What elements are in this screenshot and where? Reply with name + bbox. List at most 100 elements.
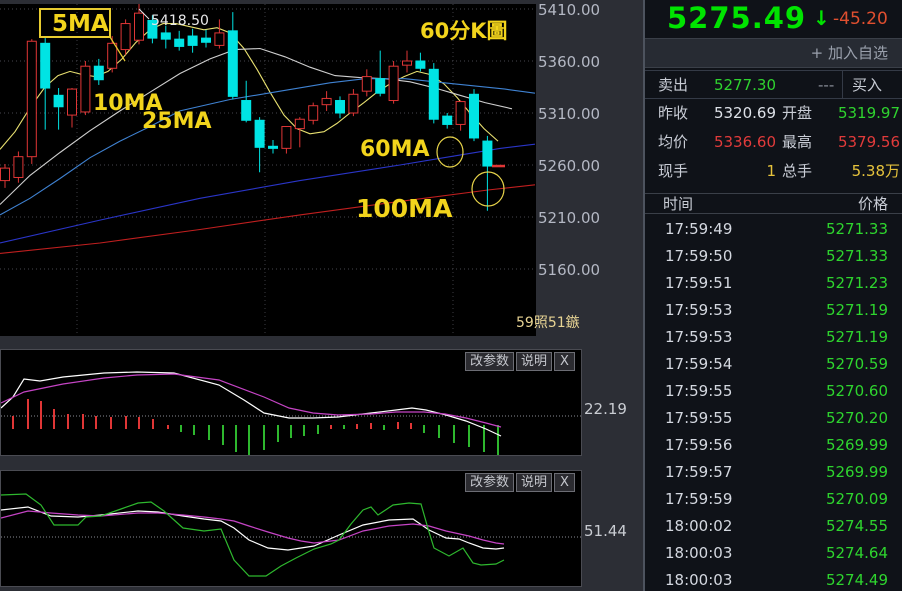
- indicator-line-DEA: [1, 373, 502, 428]
- panel2-help-button[interactable]: 说明: [516, 473, 552, 492]
- row-divider: [842, 71, 843, 99]
- indicator-line-DIF: [1, 371, 502, 437]
- buy-label: 买入: [852, 76, 883, 94]
- total-volume-value: 5.38万: [851, 162, 900, 180]
- trade-time: 17:59:55: [665, 382, 733, 400]
- candle-down: [160, 32, 171, 40]
- time-column-header: 时间: [663, 195, 694, 213]
- candle-up: [80, 65, 91, 113]
- high-label: 最高: [782, 133, 813, 151]
- open-value: 5319.97: [837, 104, 900, 122]
- avg-high-row: 均价 5336.60 最高 5379.56: [645, 128, 902, 157]
- candle-up: [321, 97, 332, 106]
- current-volume-label: 现手: [658, 162, 689, 180]
- last-price: 5275.49: [667, 1, 807, 35]
- add-to-watchlist-button[interactable]: + 加入自选: [645, 38, 902, 68]
- down-arrow-icon: ↓: [813, 6, 830, 30]
- candle-down: [174, 38, 185, 47]
- high-value: 5379.56: [837, 133, 900, 151]
- panel1-last-value: 22.19: [584, 400, 627, 418]
- candle-down: [40, 42, 51, 89]
- trade-price: 5269.99: [825, 436, 888, 454]
- panel1-help-button[interactable]: 说明: [516, 352, 552, 371]
- candle-up: [281, 126, 292, 149]
- candle-down: [187, 35, 198, 46]
- tape-row: 18:00:03 5274.64: [645, 540, 902, 567]
- candle-down: [428, 68, 439, 120]
- trade-price: 5270.59: [825, 355, 888, 373]
- candle-up: [107, 42, 118, 69]
- candle-up: [214, 32, 225, 46]
- trade-price: 5270.20: [825, 409, 888, 427]
- candle-up: [67, 88, 77, 116]
- ma-tag-label: 100MA: [356, 194, 453, 223]
- candle-down: [93, 65, 104, 81]
- ma5-tag-box: [39, 8, 111, 38]
- chart-title: 60分K圖: [420, 19, 508, 43]
- candle-up: [402, 60, 412, 66]
- candle-up: [294, 118, 305, 130]
- trade-price: 5274.55: [825, 517, 888, 535]
- indicator-line-D: [1, 510, 505, 545]
- panel2-change-params-button[interactable]: 改参数: [465, 473, 514, 492]
- trade-time: 18:00:03: [665, 544, 733, 562]
- candle-down: [53, 94, 64, 108]
- candle-up: [455, 101, 466, 125]
- y-axis-tick: 5210.00: [538, 209, 601, 227]
- candle-up: [361, 76, 372, 92]
- candle-up: [13, 156, 24, 178]
- panel-splitter[interactable]: [643, 0, 645, 591]
- candle-up: [388, 65, 399, 102]
- sell-label: 卖出: [658, 76, 689, 94]
- peak-price-label: 5418.50: [151, 13, 209, 29]
- indicator-line-J: [1, 493, 505, 577]
- ma-cross-circle: [471, 171, 505, 207]
- y-axis-tick: 5260.00: [538, 157, 601, 175]
- trade-time: 17:59:51: [665, 274, 733, 292]
- candle-down: [415, 60, 426, 69]
- panel1-close-button[interactable]: X: [554, 352, 575, 371]
- trade-price: 5274.64: [825, 544, 888, 562]
- candle-down: [335, 100, 345, 114]
- tape-row: 17:59:55 5270.60: [645, 378, 902, 405]
- candle-down: [482, 140, 493, 167]
- trade-price: 5270.09: [825, 490, 888, 508]
- tape-row: 17:59:53 5271.19: [645, 297, 902, 324]
- trade-price: 5271.33: [825, 220, 888, 238]
- tape-row: 18:00:02 5274.55: [645, 513, 902, 540]
- bid-ask-row: 卖出 5277.30 --- 买入: [645, 70, 902, 99]
- candle-down: [268, 145, 278, 149]
- volume-row: 现手 1 总手 5.38万: [645, 157, 902, 186]
- prev-close-open-row: 昨收 5320.69 开盘 5319.97: [645, 99, 902, 128]
- tape-row: 17:59:59 5270.09: [645, 486, 902, 513]
- tape-header: 时间 价格: [645, 193, 902, 214]
- trade-time: 17:59:55: [665, 409, 733, 427]
- panel1-change-params-button[interactable]: 改参数: [465, 352, 514, 371]
- indicator2-canvas: [1, 493, 581, 577]
- trade-price: 5271.19: [825, 328, 888, 346]
- candle-up: [134, 12, 144, 41]
- indicator1-canvas: [1, 371, 581, 455]
- price-change: -45.20: [833, 9, 888, 29]
- bid-placeholder: ---: [818, 76, 835, 94]
- avg-price-value: 5336.60: [713, 133, 776, 151]
- tape-row: 17:59:55 5270.20: [645, 405, 902, 432]
- main-candlestick-chart[interactable]: 5418.50 60分K圖 5MA 10MA 25MA 60MA 100MA: [0, 4, 536, 336]
- trade-time: 18:00:02: [665, 517, 733, 535]
- trade-time: 17:59:54: [665, 355, 733, 373]
- tape-row: 18:00:03 5274.49: [645, 567, 902, 591]
- panel2-close-button[interactable]: X: [554, 473, 575, 492]
- trade-time: 17:59:59: [665, 490, 733, 508]
- y-axis-tick: 5360.00: [538, 53, 601, 71]
- sell-price: 5277.30: [713, 76, 776, 94]
- time-sales-table[interactable]: 17:59:49 5271.33 17:59:50 5271.33 17:59:51 52…: [645, 216, 902, 591]
- prev-close-value: 5320.69: [713, 104, 776, 122]
- candle-down: [241, 100, 252, 121]
- ma-cross-circle: [436, 136, 464, 168]
- candle-down: [227, 30, 238, 97]
- chart-watermark: 59照51鏃: [516, 315, 580, 331]
- candle-down: [147, 19, 158, 39]
- tape-row: 17:59:49 5271.33: [645, 216, 902, 243]
